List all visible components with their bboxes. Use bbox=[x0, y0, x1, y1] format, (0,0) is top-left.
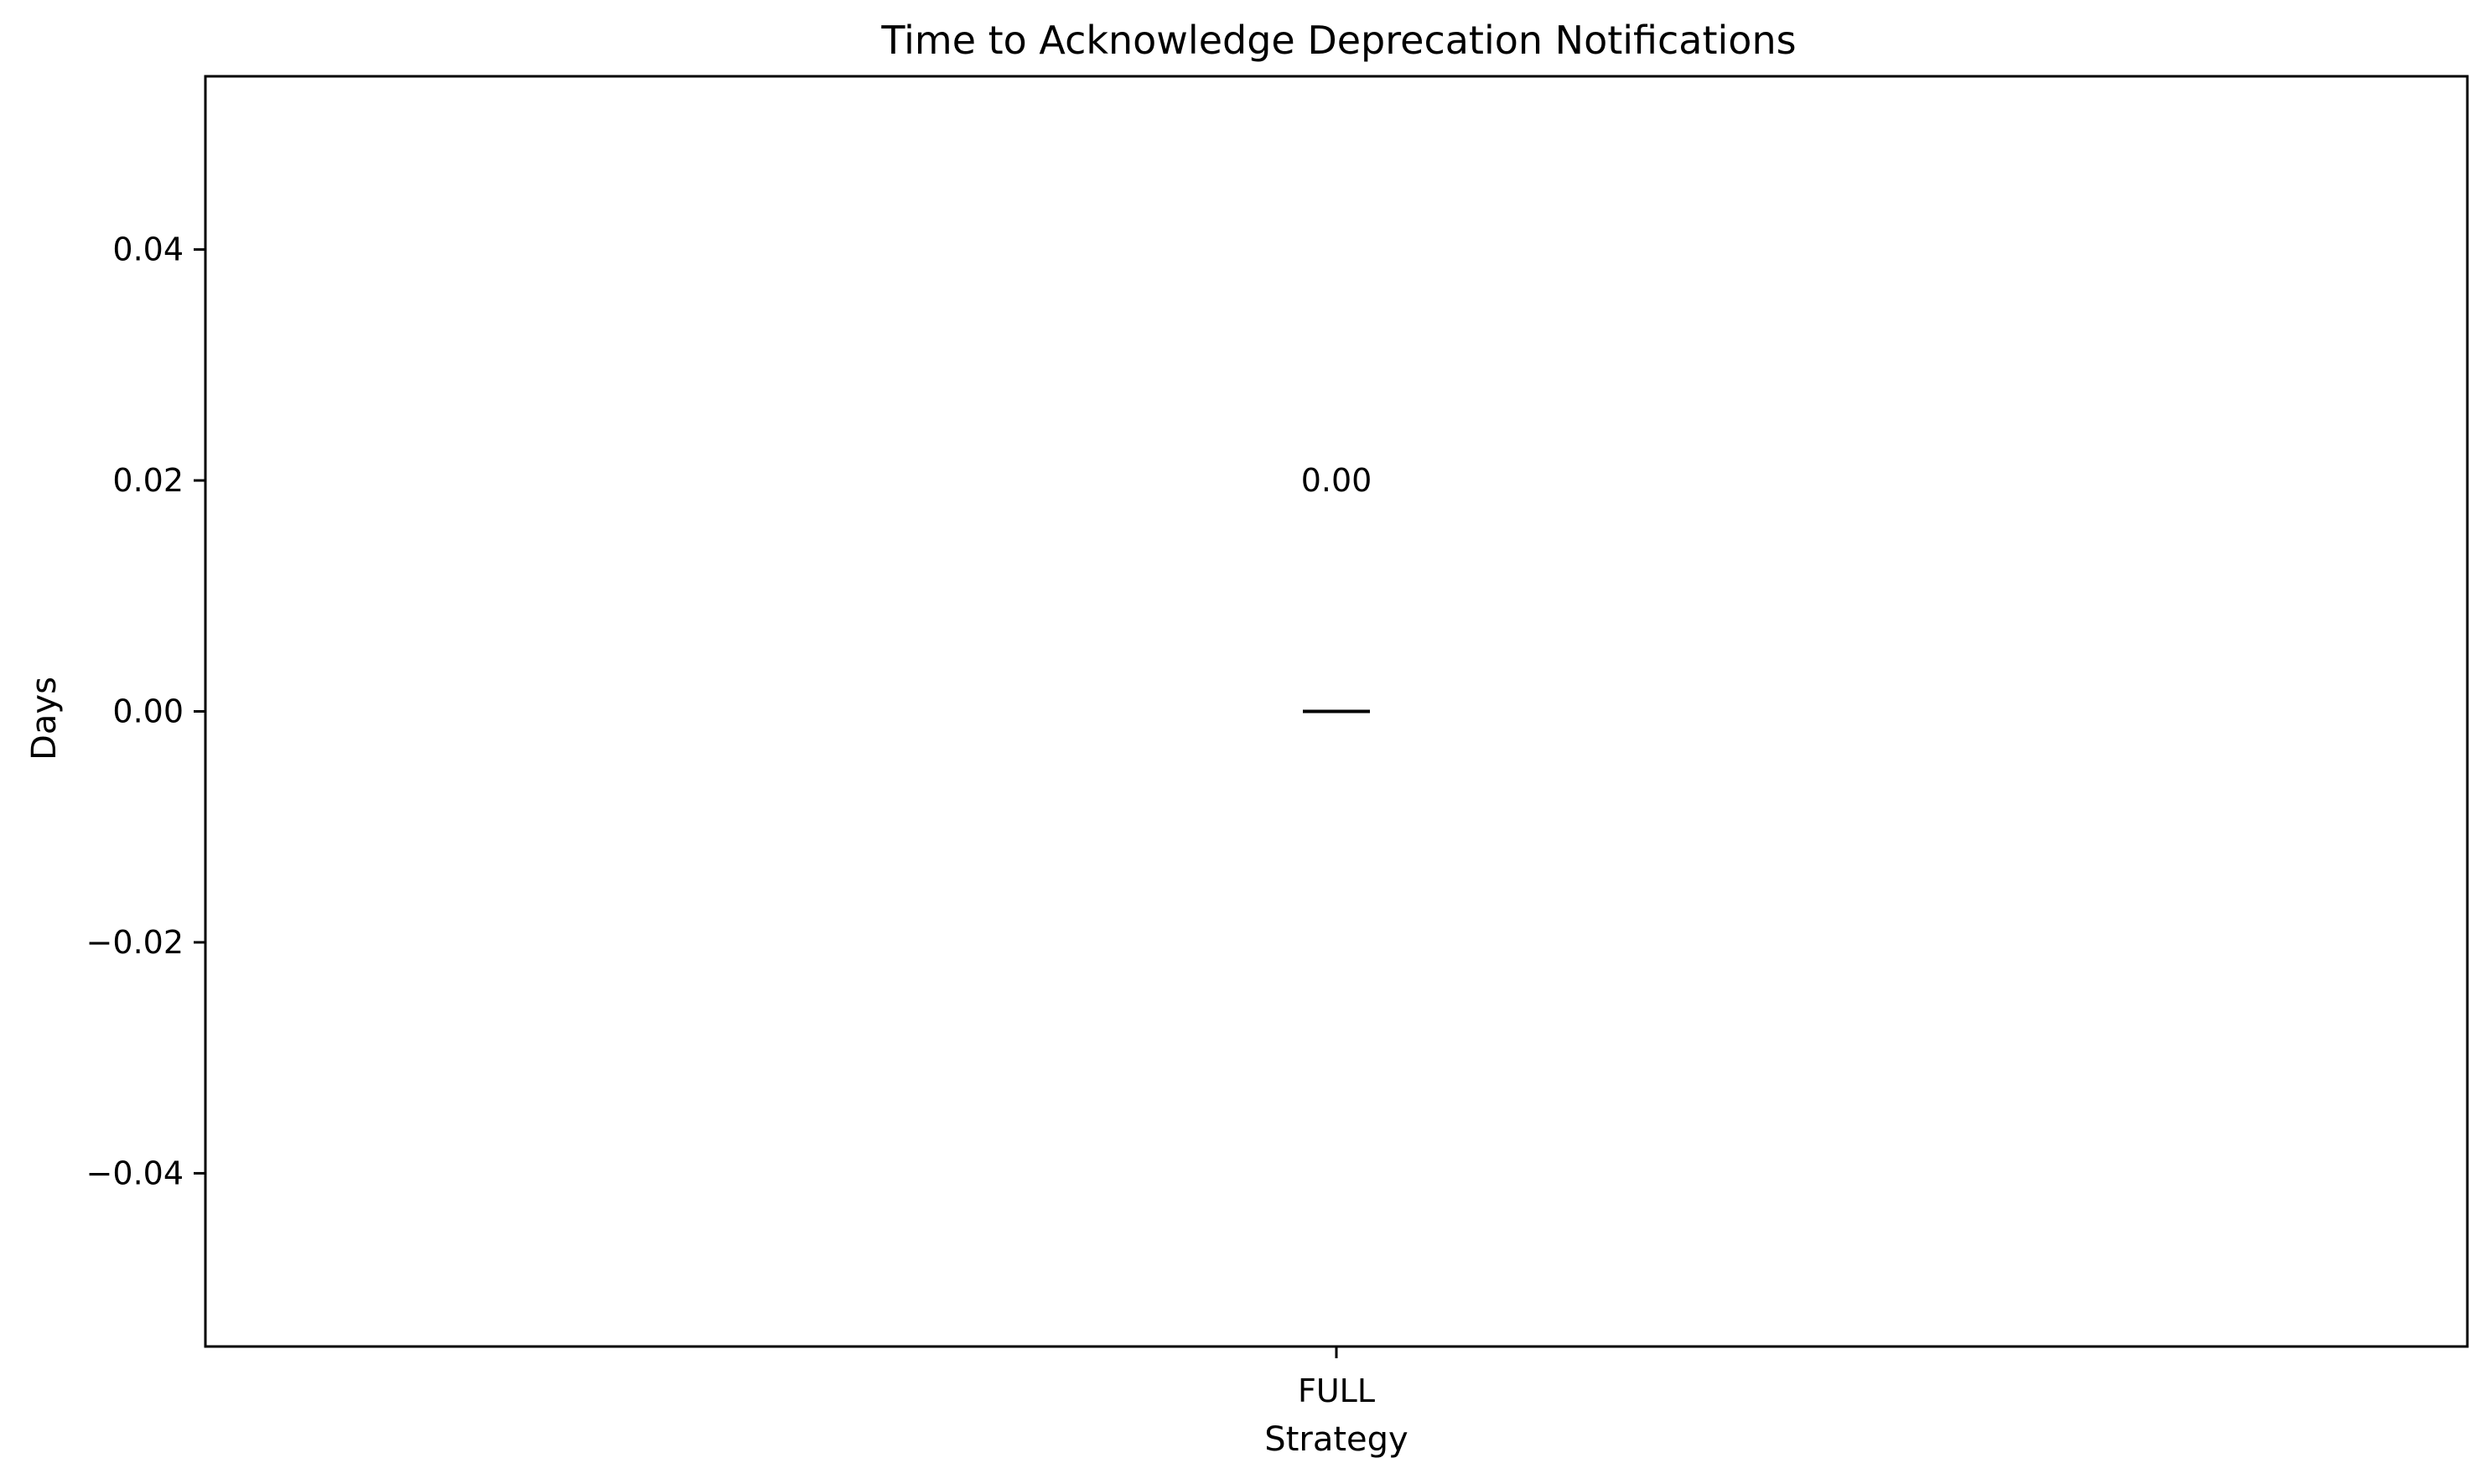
y-axis-ticks: 0.04 0.02 0.00 −0.02 −0.04 bbox=[86, 231, 205, 1191]
y-tick-label: −0.04 bbox=[86, 1155, 184, 1191]
y-tick-label: 0.04 bbox=[112, 231, 184, 268]
y-tick-label: 0.02 bbox=[112, 462, 184, 499]
x-axis-ticks: FULL bbox=[1298, 1346, 1375, 1409]
x-axis-label: Strategy bbox=[1264, 1420, 1408, 1459]
data-labels: 0.00 bbox=[1301, 462, 1372, 499]
chart-title: Time to Acknowledge Deprecation Notifica… bbox=[880, 18, 1796, 63]
y-axis-label: Days bbox=[25, 677, 64, 760]
plot-area-frame bbox=[204, 75, 2469, 1348]
x-tick-label: FULL bbox=[1298, 1372, 1375, 1409]
y-tick-label: 0.00 bbox=[112, 693, 184, 730]
data-label: 0.00 bbox=[1301, 462, 1372, 499]
y-tick-label: −0.02 bbox=[86, 924, 184, 961]
